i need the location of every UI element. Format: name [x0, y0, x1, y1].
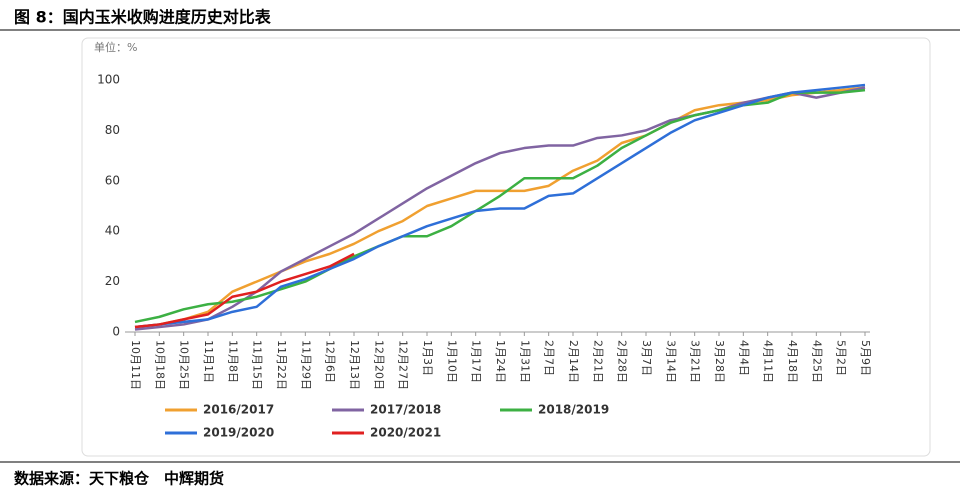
x-tick-label: 1月17日 [470, 340, 483, 383]
caption: 图 8：国内玉米收购进度历史对比表 [14, 8, 272, 27]
series-line [134, 252, 355, 329]
legend-label: 2020/2021 [370, 426, 441, 440]
y-tick-label: 60 [105, 173, 120, 187]
y-tick-label: 100 [97, 73, 120, 87]
y-tick-label: 80 [105, 123, 120, 137]
x-tick-label: 1月31日 [518, 340, 531, 383]
legend-label: 2017/2018 [370, 403, 441, 417]
x-tick-label: 10月18日 [153, 340, 166, 390]
x-tick-label: 5月2日 [835, 340, 848, 376]
x-tick-label: 10月25日 [178, 340, 191, 390]
x-tick-label: 12月27日 [397, 340, 410, 390]
x-tick-label: 1月3日 [421, 340, 434, 376]
x-tick-label: 2月28日 [616, 340, 629, 383]
x-tick-label: 4月4日 [737, 340, 750, 376]
x-tick-label: 11月15日 [251, 340, 264, 390]
y-tick-label: 0 [112, 325, 120, 339]
x-tick-label: 3月21日 [689, 340, 702, 383]
source: 数据来源：天下粮仓 中辉期货 [14, 470, 224, 488]
x-tick-label: 1月10日 [445, 340, 458, 383]
x-tick-label: 2月7日 [543, 340, 556, 376]
legend-label: 2018/2019 [538, 403, 609, 417]
y-tick-label: 20 [105, 274, 120, 288]
x-tick-label: 12月20日 [372, 340, 385, 390]
y-tick-label: 40 [105, 224, 120, 238]
x-tick-label: 11月29日 [299, 340, 312, 390]
legend-label: 2019/2020 [203, 426, 274, 440]
x-tick-label: 4月18日 [786, 340, 799, 383]
series-line [134, 86, 866, 329]
x-tick-label: 11月8日 [226, 340, 239, 383]
x-tick-label: 2月21日 [591, 340, 604, 383]
x-tick-label: 11月22日 [275, 340, 288, 390]
x-tick-label: 10月11日 [129, 340, 142, 390]
x-tick-label: 3月7日 [640, 340, 653, 376]
x-tick-label: 4月25日 [810, 340, 823, 383]
x-tick-label: 2月14日 [567, 340, 580, 383]
chart-frame [81, 37, 931, 457]
unit-label: 单位：% [94, 40, 137, 54]
series-line [134, 83, 866, 329]
legend-label: 2016/2017 [203, 403, 274, 417]
x-tick-label: 3月14日 [664, 340, 677, 383]
x-tick-label: 12月6日 [324, 340, 337, 383]
x-tick-label: 5月9日 [859, 340, 872, 376]
x-tick-label: 11月1日 [202, 340, 215, 383]
x-tick-label: 4月11日 [762, 340, 775, 383]
x-tick-label: 1月24日 [494, 340, 507, 383]
x-tick-label: 3月28日 [713, 340, 726, 383]
x-tick-label: 12月13日 [348, 340, 361, 390]
